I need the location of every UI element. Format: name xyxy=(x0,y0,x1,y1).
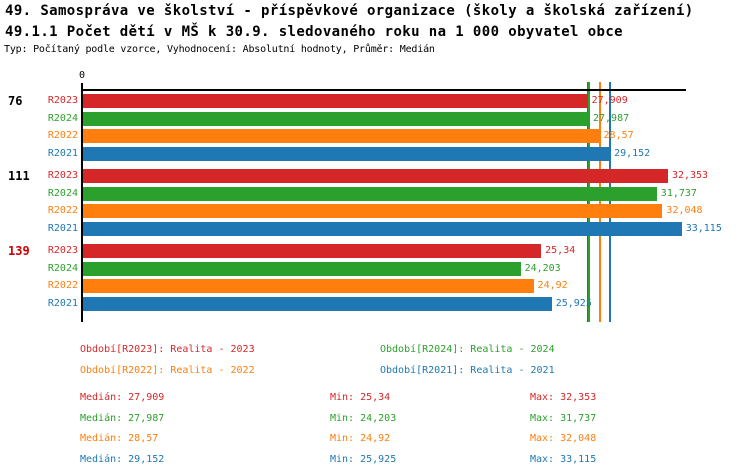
bar-R2021 xyxy=(83,296,552,311)
bar-series-label-R2024: R2024 xyxy=(47,187,78,199)
legend-item-R2021: Období[R2021]: Realita - 2021 xyxy=(380,365,555,376)
median-line-R2022 xyxy=(598,82,601,322)
bar-value-R2021: 33,115 xyxy=(685,222,722,234)
bar-series-label-R2021: R2021 xyxy=(47,147,78,159)
bar-value-R2022: 24,92 xyxy=(537,280,568,291)
stat-min-R2023: Min: 25,34 xyxy=(330,392,391,403)
legend-item-R2022: Období[R2022]: Realita - 2022 xyxy=(80,365,255,376)
stat-median-R2021: Medián: 29,152 xyxy=(80,453,165,465)
bar-series-label-R2023: R2023 xyxy=(47,245,78,256)
stat-min-R2024: Min: 24,203 xyxy=(330,412,397,424)
bar-R2024 xyxy=(83,261,521,276)
bar-series-label-R2024: R2024 xyxy=(47,262,78,274)
bar-value-R2023: 32,353 xyxy=(671,170,709,181)
report-subtitle: 49.1.1 Počet dětí v MŠ k 30.9. sledované… xyxy=(5,24,624,40)
report-meta: Typ: Počítaný podle vzorce, Vyhodnocení:… xyxy=(4,44,435,55)
stat-max-R2021: Max: 33,115 xyxy=(530,453,597,465)
bar-R2022 xyxy=(83,204,663,218)
x-axis-line xyxy=(81,89,686,91)
stat-median-R2024: Medián: 27,987 xyxy=(80,412,165,424)
bar-R2024 xyxy=(83,111,589,126)
bar-series-label-R2022: R2022 xyxy=(47,130,78,141)
bar-value-R2021: 25,925 xyxy=(555,297,592,309)
legend-item-R2024: Období[R2024]: Realita - 2024 xyxy=(380,344,555,355)
bar-value-R2023: 25,34 xyxy=(545,245,576,256)
median-line-R2021 xyxy=(609,82,612,322)
group-label: 76 xyxy=(8,94,23,108)
stat-max-R2024: Max: 31,737 xyxy=(530,412,597,424)
x-axis-zero-label: 0 xyxy=(78,70,86,81)
bar-series-label-R2021: R2021 xyxy=(47,222,78,234)
bar-R2022 xyxy=(83,129,600,143)
report-title: 49. Samospráva ve školství - příspěvkové… xyxy=(5,3,694,19)
bar-R2021 xyxy=(83,221,682,236)
bar-value-R2023: 27,909 xyxy=(591,95,628,106)
group-label: 111 xyxy=(8,169,30,183)
bar-value-R2024: 27,987 xyxy=(593,112,630,124)
bar-R2023 xyxy=(83,244,542,258)
median-line-R2024 xyxy=(588,82,590,322)
bar-R2023 xyxy=(83,169,668,183)
bar-R2023 xyxy=(83,94,588,108)
bar-value-R2022: 28,57 xyxy=(603,130,634,141)
bar-series-label-R2024: R2024 xyxy=(47,112,78,124)
bar-series-label-R2022: R2022 xyxy=(47,205,78,216)
stat-max-R2023: Max: 32,353 xyxy=(530,392,597,403)
bar-series-label-R2021: R2021 xyxy=(47,297,78,309)
bar-series-label-R2023: R2023 xyxy=(47,95,78,106)
bar-R2021 xyxy=(83,146,611,161)
legend-item-R2023: Období[R2023]: Realita - 2023 xyxy=(80,344,255,355)
stat-min-R2022: Min: 24,92 xyxy=(330,433,391,444)
bar-value-R2021: 29,152 xyxy=(614,147,651,159)
stat-min-R2021: Min: 25,925 xyxy=(330,453,397,465)
stat-max-R2022: Max: 32,048 xyxy=(530,433,597,444)
bar-value-R2022: 32,048 xyxy=(666,205,703,216)
y-axis-line xyxy=(81,83,83,322)
stat-median-R2023: Medián: 27,909 xyxy=(80,392,165,403)
bar-series-label-R2023: R2023 xyxy=(47,170,78,181)
bar-R2024 xyxy=(83,186,657,201)
bar-series-label-R2022: R2022 xyxy=(47,280,78,291)
group-label: 139 xyxy=(8,244,30,258)
bar-R2022 xyxy=(83,279,534,293)
bar-value-R2024: 31,737 xyxy=(660,187,697,199)
bar-value-R2024: 24,203 xyxy=(524,262,561,274)
median-line-R2023 xyxy=(586,82,589,322)
stat-median-R2022: Medián: 28,57 xyxy=(80,433,159,444)
